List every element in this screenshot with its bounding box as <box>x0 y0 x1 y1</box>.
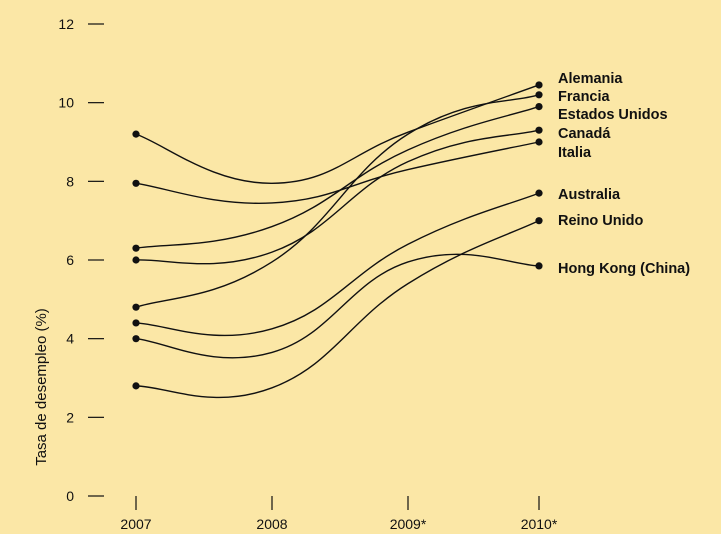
series-line-5 <box>135 192 540 337</box>
data-point-6-0 <box>132 382 140 390</box>
data-point-6-3 <box>535 217 543 225</box>
series-label-7: Hong Kong (China) <box>558 261 690 277</box>
y-tick-label-8: 8 <box>66 173 74 189</box>
y-tick-label-12: 12 <box>58 16 74 32</box>
x-tick-label-3: 2010* <box>521 516 558 532</box>
series-line-1 <box>135 94 540 308</box>
series-line-2 <box>135 105 540 249</box>
x-tick-label-0: 2007 <box>120 516 151 532</box>
data-point-0-3 <box>535 81 543 89</box>
data-point-5-3 <box>535 189 543 197</box>
x-tick-label-1: 2008 <box>256 516 287 532</box>
series-labels: Alemania Francia Estados Unidos Canadá Itali… <box>558 71 690 277</box>
x-tick-label-2: 2009* <box>390 516 427 532</box>
data-point-0-0 <box>132 130 140 138</box>
series-label-5: Australia <box>558 187 621 203</box>
y-axis: 0 2 4 6 8 10 12 <box>58 16 104 504</box>
data-point-5-0 <box>132 319 140 327</box>
data-point-3-0 <box>132 256 140 264</box>
y-tick-label-2: 2 <box>66 409 74 425</box>
series-line-6 <box>135 220 540 399</box>
y-tick-label-10: 10 <box>58 95 74 111</box>
series-points <box>132 81 543 390</box>
series-line-0 <box>135 84 540 185</box>
series-lines <box>135 84 540 399</box>
series-label-0: Alemania <box>558 71 623 87</box>
y-tick-label-4: 4 <box>66 331 74 347</box>
data-point-2-0 <box>132 244 140 252</box>
data-point-2-3 <box>535 103 543 111</box>
series-line-7 <box>135 253 540 359</box>
data-point-1-3 <box>535 91 543 99</box>
y-tick-label-6: 6 <box>66 252 74 268</box>
data-point-4-3 <box>535 138 543 146</box>
series-label-3: Canadá <box>558 126 611 142</box>
data-point-1-0 <box>132 303 140 311</box>
series-label-2: Estados Unidos <box>558 107 668 123</box>
data-point-3-3 <box>535 126 543 134</box>
data-point-4-0 <box>132 179 140 187</box>
series-line-4 <box>135 141 540 204</box>
data-point-7-0 <box>132 335 140 343</box>
data-point-7-3 <box>535 262 543 270</box>
series-label-1: Francia <box>558 89 611 105</box>
series-label-4: Italia <box>558 145 592 161</box>
series-line-3 <box>135 129 540 265</box>
y-tick-label-0: 0 <box>66 488 74 504</box>
y-axis-title: Tasa de desempleo (%) <box>33 308 50 466</box>
x-axis: 2007 2008 2009* 2010* <box>120 496 558 532</box>
series-label-6: Reino Unido <box>558 213 644 229</box>
